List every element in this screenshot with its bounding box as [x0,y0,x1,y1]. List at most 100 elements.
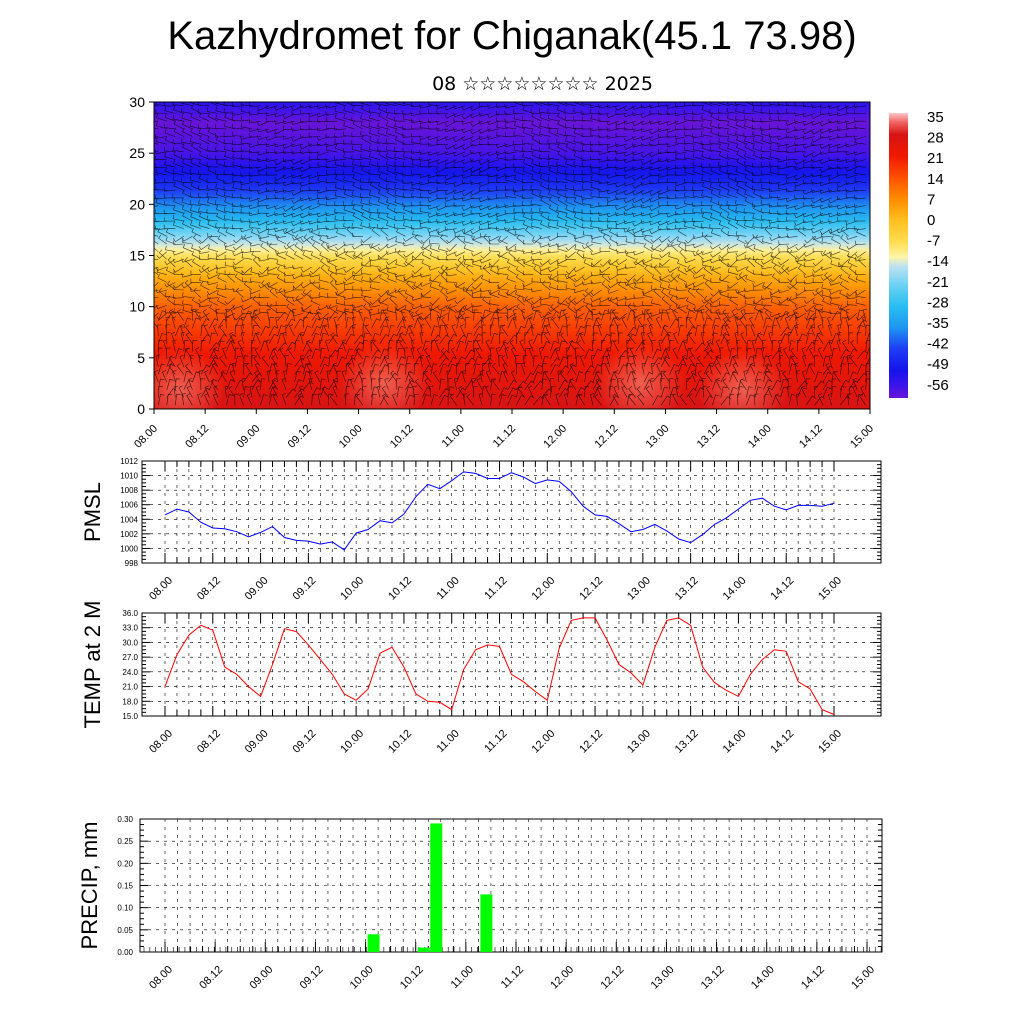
ytick-label: 0.05 [117,926,133,935]
xtick-label: 08.00 [147,728,175,756]
xtick-label: 10.00 [338,575,366,603]
cross-section-panel: 0 5 10 15 20 25 30 08.00 08.12 09.00 09.12 10.00 10.… [129,94,876,451]
cross-xtick-label: 09.12 [286,423,314,451]
cross-ytick-label: 25 [129,145,145,161]
pmsl-panel: 998 1000 1002 1004 1006 1008 1010 1012 08.00 08.1… [80,457,882,603]
warm-blob [594,343,685,409]
xtick-label: 11.00 [449,964,476,991]
ytick-label: 36.0 [122,609,138,618]
warm-blob [697,348,788,409]
cross-xtick-label: 11.00 [440,423,467,450]
cross-ytick-label: 0 [137,401,145,417]
cross-xtick-label: 12.00 [541,423,569,451]
ytick-label: 27.0 [122,653,138,662]
cross-xtick-label: 14.12 [797,423,825,451]
ytick-label: 0.25 [117,837,133,846]
chart-subtitle: 08 ☆☆☆☆☆☆☆☆ 2025 [432,73,653,95]
xtick-label: 10.00 [338,728,366,756]
colorbar-label: -35 [927,315,949,332]
xtick-label: 11.12 [482,575,509,602]
xtick-label: 11.12 [499,964,526,991]
xtick-label: 15.00 [816,575,844,603]
xtick-label: 12.00 [529,575,557,603]
ylabel: PRECIP, mm [77,822,102,950]
cross-xtick-label: 12.12 [592,423,620,451]
colorbar-label: 28 [927,130,944,147]
xtick-label: 12.12 [577,728,605,756]
cross-ytick-label: 5 [137,350,145,366]
colorbar-label: 7 [927,191,935,208]
ytick-label: 1008 [120,486,138,495]
precip-bar [417,947,430,952]
xtick-label: 12.12 [577,575,605,603]
ytick-label: 1002 [120,530,138,539]
xtick-label: 08.12 [195,728,223,756]
chart-title: Kazhydromet for Chiganak(45.1 73.98) [167,14,857,58]
cross-xtick-label: 09.00 [234,423,262,451]
cross-xtick-label: 13.00 [644,423,672,451]
xtick-label: 08.00 [147,575,175,603]
wind-barbs [154,102,870,406]
precip-bar [367,934,380,952]
ytick-label: 998 [125,559,139,568]
grid [142,613,881,716]
ytick-label: 18.0 [122,697,138,706]
xtick-label: 13.12 [699,964,727,992]
cross-ytick-label: 30 [129,94,145,110]
xtick-label: 14.00 [721,575,749,603]
colorbar-label: 35 [927,109,944,126]
temp-2m-panel: 15.0 18.0 21.0 24.0 27.0 30.0 33.0 36.0 08.00 08.… [80,601,882,756]
xtick-label: 10.00 [348,964,376,992]
xtick-label: 10.12 [386,728,414,756]
xtick-label: 14.00 [749,964,777,992]
xtick-label: 15.00 [816,728,844,756]
xtick-label: 12.00 [548,964,576,992]
xtick-label: 11.00 [434,728,461,755]
warm-surface-areas [154,343,788,409]
cross-xtick-label: 14.00 [746,423,774,451]
cross-ytick-label: 10 [129,299,145,315]
cross-ytick-label: 20 [129,196,145,212]
ytick-label: 30.0 [122,638,138,647]
colorbar-label: -21 [927,274,949,291]
xtick-label: 13.12 [673,728,701,756]
ytick-label: 0.15 [117,882,133,891]
xtick-label: 10.12 [398,964,426,992]
ytick-label: 1006 [120,501,138,510]
xtick-label: 12.12 [598,964,626,992]
ylabel: PMSL [80,482,105,542]
colorbar-label: 14 [927,171,944,188]
grid [140,819,882,952]
xtick-label: 13.00 [625,575,653,603]
colorbar: 35 28 21 14 7 0 -7 -14 -21 -28 -35 -42 -49 -56 [889,109,949,398]
ytick-label: 15.0 [122,712,138,721]
colorbar-label: -7 [927,233,940,250]
xtick-label: 12.00 [529,728,557,756]
xtick-label: 13.00 [649,964,677,992]
ytick-label: 0.20 [117,859,133,868]
colorbar-label: -56 [927,377,949,394]
xtick-label: 09.00 [243,575,271,603]
xtick-label: 08.12 [197,964,225,992]
ytick-label: 1010 [120,472,138,481]
xtick-label: 14.12 [768,575,796,603]
cross-xtick-label: 08.00 [132,423,160,451]
xtick-label: 09.00 [243,728,271,756]
panel-frame [141,612,882,717]
xtick-label: 13.00 [625,728,653,756]
xtick-label: 08.12 [195,575,223,603]
xtick-label: 14.12 [768,728,796,756]
ytick-label: 1012 [120,457,138,466]
xtick-label: 13.12 [673,575,701,603]
cross-xtick-label: 10.12 [388,423,416,451]
cross-xtick-label: 15.00 [848,423,876,451]
xtick-label: 09.12 [298,964,326,992]
colorbar-label: -14 [927,253,949,270]
colorbar-label: 0 [927,212,935,229]
xtick-label: 14.12 [799,964,827,992]
ylabel: TEMP at 2 M [80,601,105,729]
ytick-label: 24.0 [122,668,138,677]
precip-panel: 0.00 0.05 0.10 0.15 0.20 0.25 0.30 08.00 08.12 09… [77,815,883,992]
ytick-label: 0.00 [117,948,133,957]
